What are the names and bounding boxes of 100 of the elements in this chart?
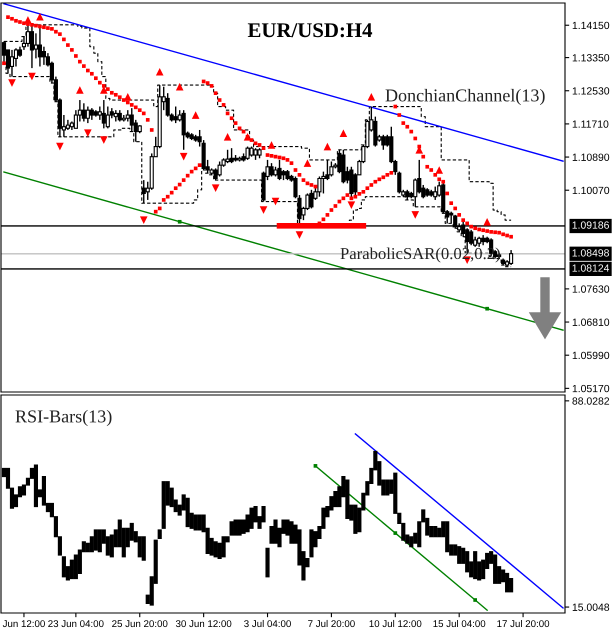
- candlestick: [433, 526, 438, 538]
- candlestick: [34, 32, 38, 60]
- point: [24, 16, 32, 24]
- y-tick-label: 1.14150: [572, 22, 610, 30]
- candlestick: [309, 189, 314, 210]
- ref-line-label: 1.08124: [572, 264, 610, 272]
- point: [485, 306, 489, 311]
- candlestick: [477, 236, 482, 248]
- y-tick-label: 1.11710: [572, 120, 608, 128]
- y-tick-label: 88.0282: [572, 397, 610, 405]
- candlestick: [142, 536, 146, 561]
- y-tick-label: 1.05170: [572, 384, 610, 392]
- candlestick: [269, 162, 274, 178]
- candlestick: [234, 520, 238, 536]
- candlestick: [118, 109, 122, 122]
- candlestick: [82, 102, 86, 122]
- x-tick-label: 7 Jul 20:00: [308, 620, 355, 628]
- ref-line-label: 1.09186: [572, 221, 609, 229]
- x-tick-label: 30 Jun 12:00: [176, 620, 232, 628]
- candlestick: [62, 556, 66, 578]
- point: [473, 598, 477, 602]
- line-series: [314, 464, 488, 611]
- point: [176, 82, 184, 91]
- candlestick: [405, 189, 410, 201]
- candlestick: [281, 169, 286, 181]
- point: [368, 93, 376, 101]
- candlestick: [249, 146, 254, 158]
- point: [76, 86, 84, 94]
- point: [483, 218, 491, 226]
- candlestick: [214, 541, 218, 558]
- x-tick-label: 15 Jul 04:00: [433, 620, 486, 628]
- candlestick: [182, 109, 186, 150]
- candlestick: [238, 520, 242, 536]
- point: [268, 141, 276, 149]
- x-tick-label: 25 Jun 20:00: [112, 620, 168, 628]
- text: EUR/USD:H4: [248, 23, 372, 38]
- point: [28, 72, 36, 80]
- point: [411, 211, 420, 219]
- point: [340, 129, 348, 138]
- candlestick: [285, 169, 290, 181]
- candlestick: [249, 508, 254, 529]
- candlestick: [505, 572, 510, 592]
- x-tick-label: 17 Jul 20:00: [497, 620, 550, 628]
- point: [304, 159, 312, 167]
- candlestick: [230, 147, 234, 164]
- candlestick: [277, 159, 282, 181]
- y-tick-label: 1.07630: [572, 285, 610, 293]
- candlestick: [126, 109, 130, 122]
- y-tick-label: 1.05990: [572, 352, 610, 360]
- point: [36, 12, 44, 21]
- candlestick: [457, 546, 462, 564]
- y-tick-label: 1.06810: [572, 318, 610, 326]
- candlestick: [226, 149, 230, 164]
- x-tick-label: 3 Jul 04:00: [244, 620, 291, 628]
- point: [192, 111, 200, 119]
- candlestick: [449, 210, 454, 224]
- ref-line-label: 1.08498: [572, 249, 609, 257]
- point: [272, 198, 280, 206]
- candlestick: [90, 107, 94, 121]
- candlestick: [257, 147, 262, 159]
- candlestick: [98, 529, 102, 552]
- annotation: RSI-Bars(13): [16, 410, 112, 426]
- candlestick: [194, 514, 198, 531]
- candlestick: [218, 160, 222, 178]
- candlestick: [86, 106, 90, 124]
- point: [180, 152, 188, 160]
- candlestick: [42, 46, 46, 66]
- point: [8, 79, 16, 87]
- point: [260, 206, 268, 214]
- point: [156, 68, 164, 76]
- candlestick: [481, 234, 486, 246]
- candlestick: [381, 134, 386, 150]
- y-tick-label: 1.12530: [572, 87, 610, 95]
- point: [178, 220, 182, 224]
- candlestick: [273, 166, 278, 178]
- candlestick: [317, 176, 322, 198]
- candlestick: [142, 179, 146, 204]
- point: [296, 231, 304, 239]
- candlestick: [94, 529, 98, 551]
- candlestick: [321, 170, 326, 194]
- point: [348, 201, 356, 209]
- candlestick: [174, 106, 178, 124]
- candlestick: [230, 521, 234, 536]
- point: [314, 464, 318, 468]
- candlestick: [273, 520, 278, 544]
- point: [84, 129, 92, 138]
- point: [435, 166, 444, 174]
- point: [224, 133, 232, 141]
- point: [212, 184, 220, 192]
- candlestick: [433, 186, 438, 201]
- point: [393, 531, 398, 535]
- point: [140, 216, 148, 224]
- x-tick-label: 10 Jul 12:00: [370, 620, 422, 628]
- candlestick: [289, 521, 294, 544]
- candlestick: [222, 536, 226, 558]
- candlestick: [329, 160, 334, 178]
- point: [56, 142, 64, 150]
- point: [100, 136, 108, 144]
- candlestick: [114, 109, 118, 122]
- candlestick: [253, 147, 258, 161]
